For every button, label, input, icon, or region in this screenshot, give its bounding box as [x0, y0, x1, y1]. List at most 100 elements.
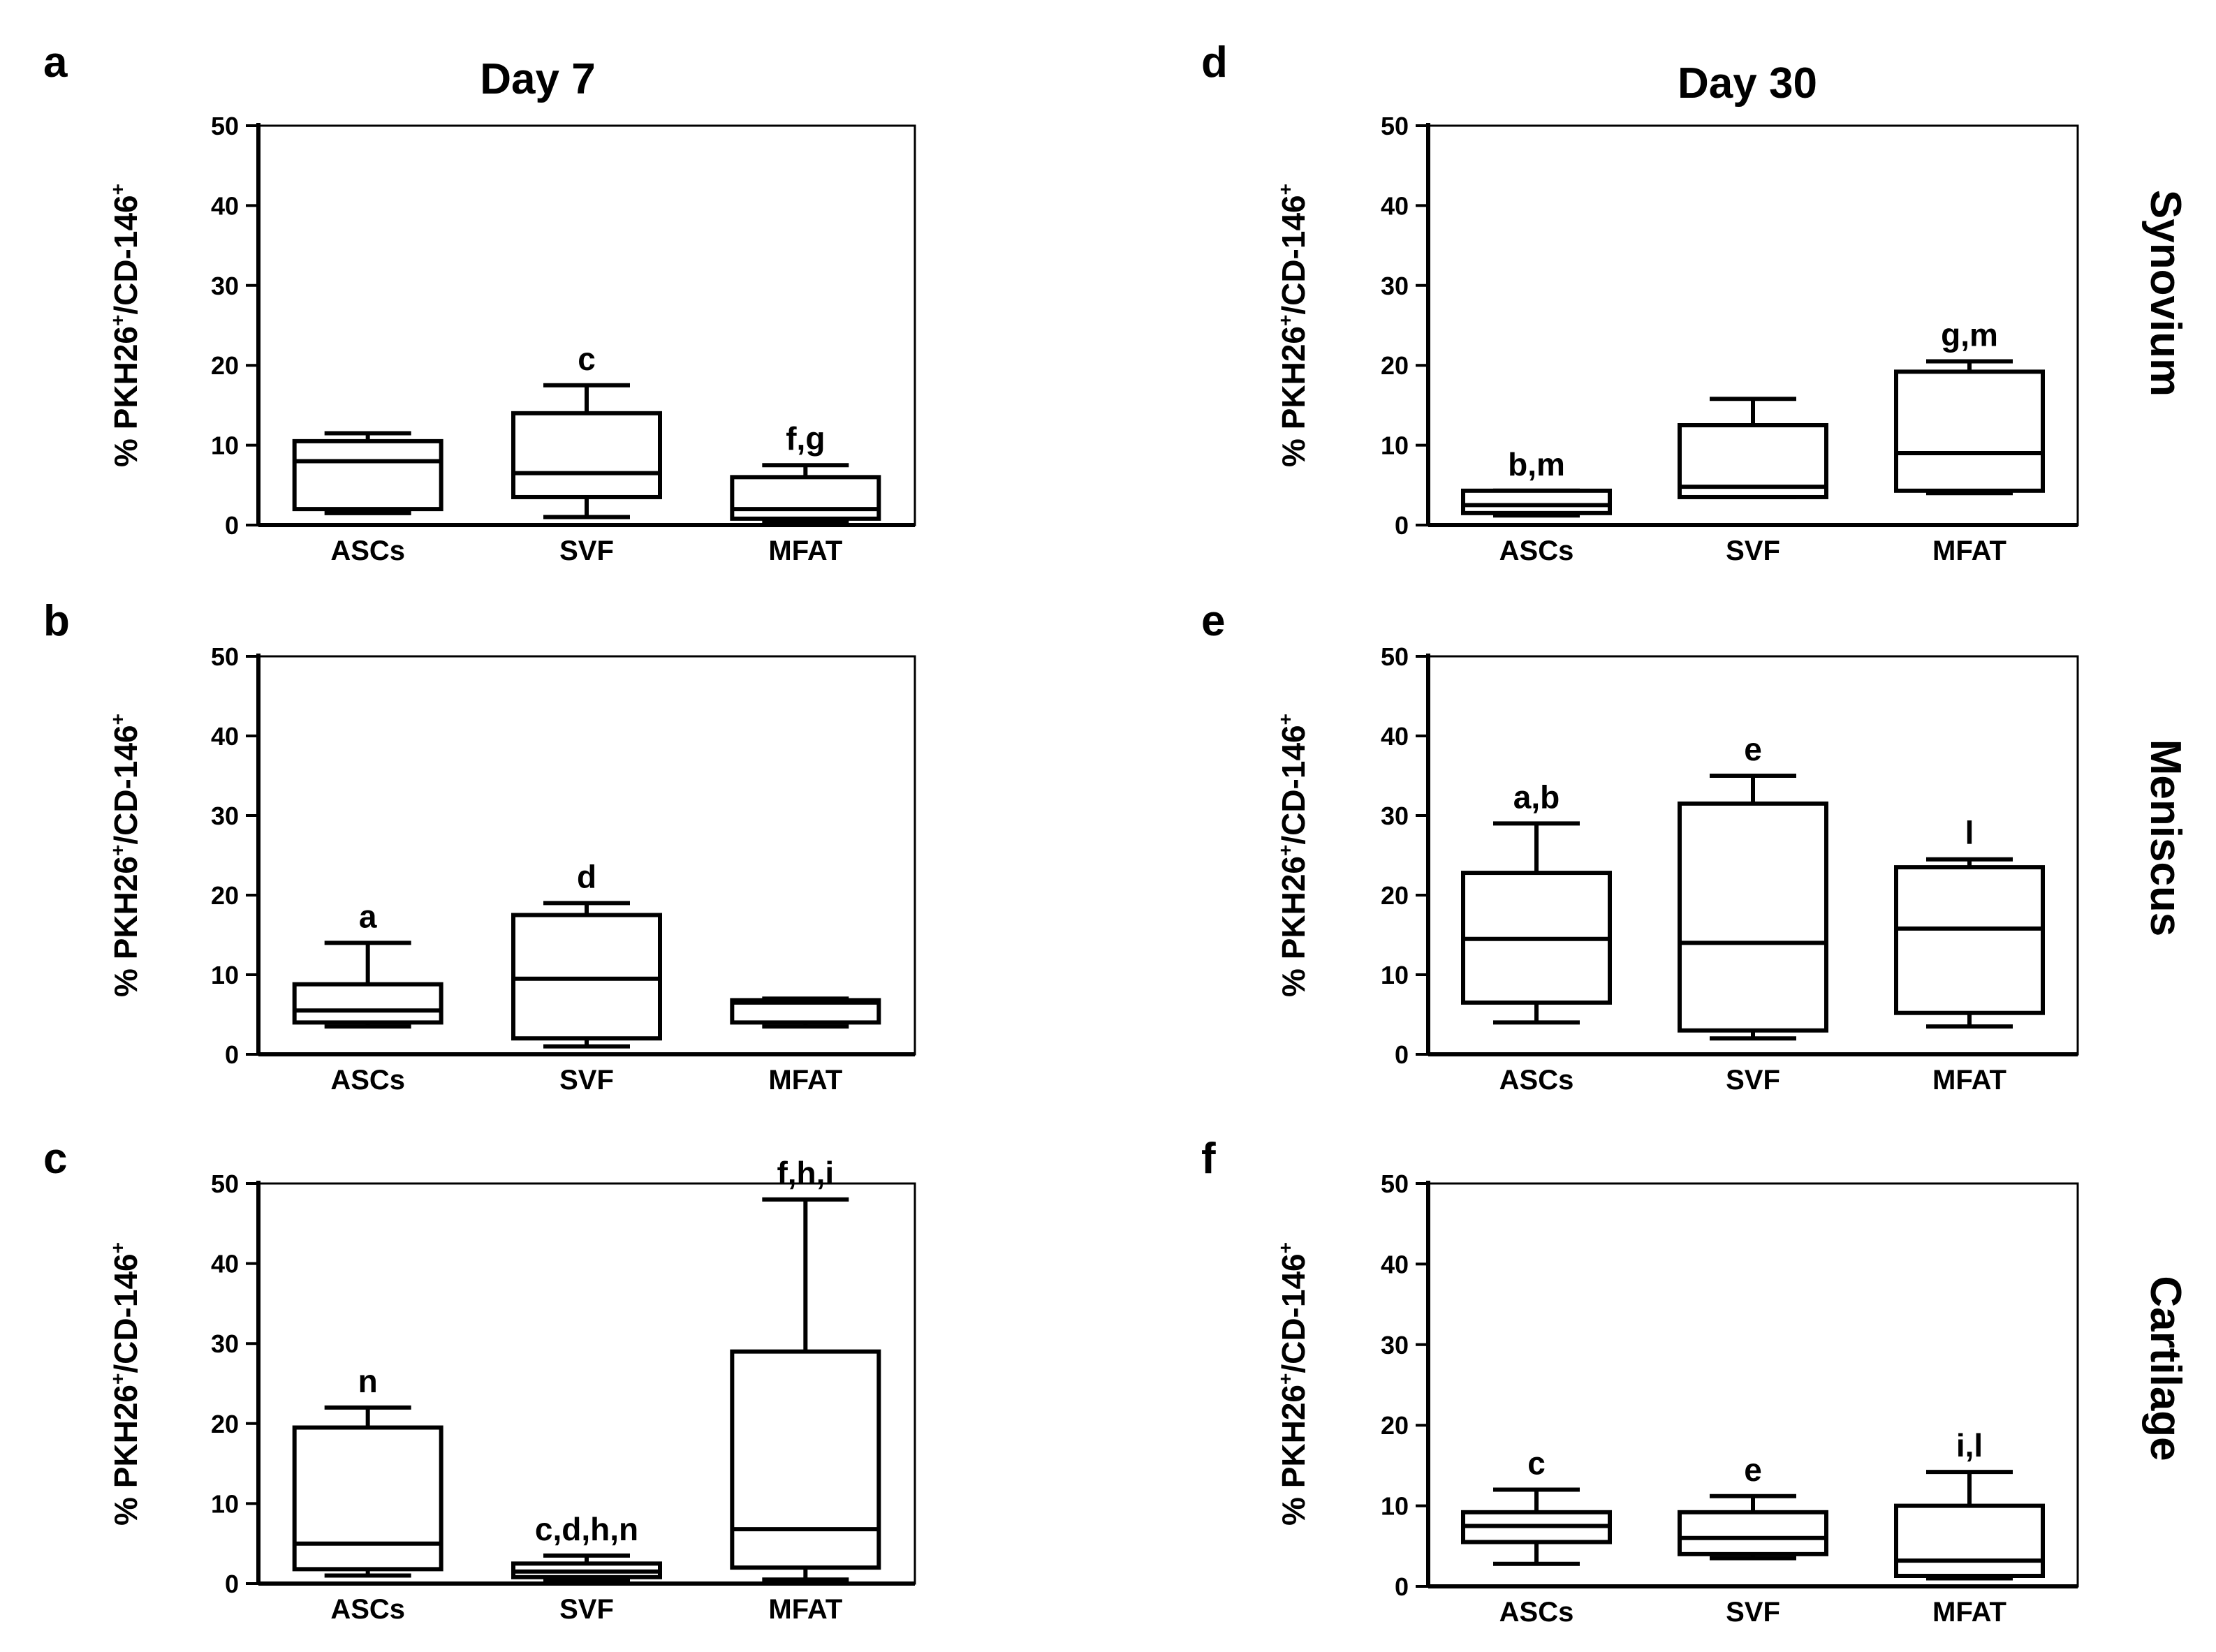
box-iqr	[1894, 369, 2045, 493]
x-category-label: ASCs	[330, 1065, 405, 1096]
box-iqr	[292, 982, 443, 1025]
y-axis-label: % PKH26+/CD-146+	[1275, 184, 1312, 467]
box-ascs: b,m ASCs	[1461, 446, 1612, 566]
panel-b: b % PKH26+/CD-146+ 0 10 20 30 40 50 a ASCs d SVF MFA…	[43, 597, 916, 1096]
significance-annotation: i,l	[1956, 1427, 1983, 1463]
x-category-label: SVF	[559, 536, 614, 566]
y-tick-label: 30	[211, 802, 239, 830]
y-tick-label: 20	[211, 351, 239, 380]
y-tick-label: 0	[1395, 1572, 1409, 1601]
y-tick-label: 50	[1381, 112, 1409, 140]
y-tick-label: 40	[211, 191, 239, 220]
y-tick-label: 50	[1381, 1170, 1409, 1198]
significance-annotation: e	[1744, 1452, 1762, 1488]
x-category-label: ASCs	[1499, 536, 1574, 566]
y-tick-label: 20	[1381, 351, 1409, 380]
box-svf: SVF	[1678, 397, 1828, 566]
y-tick-label: 20	[211, 881, 239, 910]
box-mfat: f,h,i MFAT	[730, 1155, 881, 1625]
box-iqr	[292, 438, 443, 512]
x-category-label: SVF	[1726, 1597, 1780, 1628]
x-category-label: MFAT	[1932, 1597, 2006, 1628]
box-mfat: l MFAT	[1894, 815, 2045, 1096]
significance-annotation: c,d,h,n	[535, 1511, 638, 1547]
significance-annotation: b,m	[1508, 446, 1565, 482]
significance-annotation: d	[577, 858, 596, 894]
box-iqr	[1894, 1503, 2045, 1578]
panel-c: c % PKH26+/CD-146+ 0 10 20 30 40 50 n ASCs c,d,h,n…	[43, 1135, 916, 1625]
box-svf: c,d,h,n SVF	[511, 1511, 662, 1625]
box-iqr	[730, 1349, 881, 1570]
y-tick-label: 10	[1381, 961, 1409, 989]
y-tick-label: 30	[211, 272, 239, 300]
y-tick-label: 10	[211, 432, 239, 460]
box-ascs: a,b ASCs	[1461, 779, 1612, 1096]
column-title-day-7: Day 7	[480, 55, 595, 103]
box-mfat: f,g MFAT	[730, 420, 881, 566]
y-tick-label: 50	[1381, 642, 1409, 671]
box-ascs: c ASCs	[1461, 1445, 1612, 1628]
x-category-label: SVF	[1726, 536, 1780, 566]
panel-e: e % PKH26+/CD-146+ 0 10 20 30 40 50 a,b ASCs e SVF l…	[1201, 597, 2079, 1096]
x-category-label: SVF	[1726, 1065, 1780, 1096]
panel-a: a % PKH26+/CD-146+ 0 10 20 30 40 50 ASCs c SVF f,g M…	[43, 38, 916, 566]
significance-annotation: a	[359, 898, 377, 934]
y-tick-label: 50	[211, 1170, 239, 1198]
y-axis-label: % PKH26+/CD-146+	[1275, 714, 1312, 997]
panel-f: f % PKH26+/CD-146+ 0 10 20 30 40 50 c ASCs e SVF i,l…	[1201, 1135, 2079, 1628]
box-iqr	[1461, 488, 1612, 515]
box-iqr	[511, 411, 662, 499]
y-tick-label: 50	[211, 642, 239, 671]
row-label-synovium: Synovium	[2141, 190, 2189, 397]
box-iqr	[1678, 801, 1828, 1033]
significance-annotation: c	[1527, 1445, 1546, 1482]
x-category-label: SVF	[559, 1594, 614, 1625]
significance-annotation: c	[578, 341, 596, 377]
box-iqr	[1678, 1510, 1828, 1556]
y-tick-label: 40	[211, 722, 239, 751]
x-category-label: ASCs	[1499, 1065, 1574, 1096]
y-tick-label: 40	[1381, 722, 1409, 751]
y-tick-label: 40	[1381, 191, 1409, 220]
x-category-label: MFAT	[1932, 1065, 2006, 1096]
box-iqr	[1894, 865, 2045, 1015]
panel-letter-a: a	[43, 38, 68, 87]
x-category-label: ASCs	[1499, 1597, 1574, 1628]
y-tick-label: 10	[211, 1489, 239, 1518]
significance-annotation: a,b	[1513, 779, 1560, 815]
significance-annotation: f,g	[786, 420, 825, 457]
x-category-label: ASCs	[330, 1594, 405, 1625]
y-tick-label: 0	[225, 1040, 239, 1069]
y-tick-label: 20	[211, 1410, 239, 1438]
y-tick-label: 20	[1381, 881, 1409, 910]
significance-annotation: f,h,i	[777, 1155, 834, 1191]
box-svf: d SVF	[511, 858, 662, 1096]
panel-letter-f: f	[1201, 1135, 1216, 1183]
y-axis-label: % PKH26+/CD-146+	[107, 714, 144, 997]
y-axis-label: % PKH26+/CD-146+	[107, 1242, 144, 1526]
y-tick-label: 0	[225, 511, 239, 540]
column-title-day-30: Day 30	[1678, 59, 1817, 108]
significance-annotation: g,m	[1941, 316, 1998, 353]
box-svf: c SVF	[511, 341, 662, 566]
x-category-label: SVF	[559, 1065, 614, 1096]
x-category-label: MFAT	[768, 1594, 842, 1625]
y-tick-label: 40	[211, 1250, 239, 1278]
panel-letter-b: b	[43, 597, 70, 645]
box-ascs: n ASCs	[292, 1363, 443, 1625]
row-label-meniscus: Meniscus	[2141, 739, 2189, 937]
y-tick-label: 30	[1381, 802, 1409, 830]
x-category-label: MFAT	[768, 536, 842, 566]
y-axis-label: % PKH26+/CD-146+	[107, 184, 144, 467]
y-tick-label: 40	[1381, 1250, 1409, 1278]
y-tick-label: 0	[1395, 1040, 1409, 1069]
x-category-label: MFAT	[768, 1065, 842, 1096]
box-iqr	[292, 1425, 443, 1572]
x-category-label: ASCs	[330, 536, 405, 566]
y-axis-label: % PKH26+/CD-146+	[1275, 1242, 1312, 1526]
box-mfat: MFAT	[730, 996, 881, 1096]
significance-annotation: n	[358, 1363, 378, 1399]
panel-letter-e: e	[1201, 597, 1225, 645]
significance-annotation: l	[1965, 815, 1974, 851]
